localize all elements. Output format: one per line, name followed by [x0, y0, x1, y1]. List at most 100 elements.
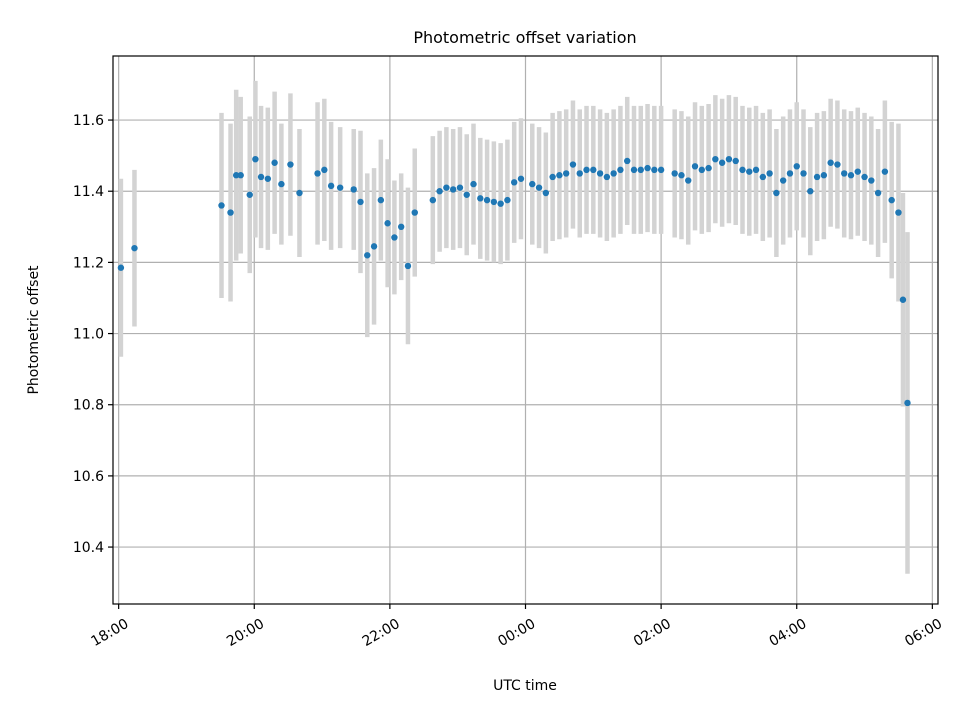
- data-point: [651, 166, 658, 174]
- data-point: [504, 196, 511, 204]
- y-tick-label: 10.4: [73, 540, 104, 556]
- data-point: [590, 166, 597, 174]
- data-point: [321, 166, 328, 174]
- data-point: [497, 200, 504, 207]
- data-point: [429, 196, 437, 204]
- x-tick-label: 04:00: [767, 616, 810, 650]
- y-tick-label: 11.0: [73, 327, 104, 343]
- x-axis-label: UTC time: [493, 678, 557, 694]
- data-point: [712, 155, 719, 163]
- data-point: [517, 175, 525, 182]
- y-tick-label: 10.8: [73, 398, 104, 414]
- data-point: [264, 175, 272, 182]
- data-point: [336, 184, 344, 191]
- data-point: [718, 159, 726, 166]
- data-point: [257, 173, 265, 181]
- data-point: [840, 170, 848, 177]
- data-point: [874, 189, 882, 197]
- data-point: [287, 161, 294, 168]
- data-point: [237, 172, 244, 179]
- data-point: [759, 173, 767, 181]
- data-point: [698, 166, 706, 174]
- x-tick-label: 20:00: [224, 616, 267, 650]
- errorbar-layer: [118, 80, 910, 574]
- data-point: [895, 209, 902, 216]
- x-tick-label: 02:00: [631, 616, 674, 650]
- data-point: [904, 399, 911, 407]
- data-point: [404, 262, 412, 270]
- data-point: [827, 159, 834, 166]
- y-tick-label: 11.4: [73, 184, 104, 200]
- data-point: [470, 180, 477, 188]
- data-point: [411, 209, 418, 216]
- data-point: [834, 161, 841, 168]
- data-point: [278, 180, 285, 188]
- data-point: [854, 168, 861, 175]
- data-point: [246, 191, 253, 198]
- x-tick-label: 22:00: [360, 616, 403, 650]
- x-tick-label: 00:00: [495, 616, 538, 650]
- x-tick-label: 06:00: [902, 616, 945, 650]
- data-point: [542, 189, 550, 197]
- data-point: [630, 166, 638, 174]
- data-point: [899, 296, 907, 303]
- data-point: [535, 184, 543, 191]
- y-axis-label: Photometric offset: [26, 265, 42, 395]
- data-point: [820, 172, 828, 179]
- data-point: [766, 170, 773, 177]
- data-point: [271, 159, 278, 166]
- data-point: [888, 196, 895, 204]
- data-point: [800, 170, 807, 177]
- data-point: [678, 172, 685, 179]
- data-point: [477, 195, 484, 202]
- data-point: [779, 177, 787, 184]
- data-point: [671, 170, 678, 177]
- data-point: [685, 177, 692, 184]
- data-point: [786, 170, 794, 177]
- data-point: [610, 170, 617, 177]
- data-point: [436, 188, 443, 195]
- data-point: [596, 170, 604, 177]
- data-point: [583, 166, 590, 174]
- data-point: [377, 196, 385, 204]
- data-point: [483, 196, 491, 204]
- data-point: [443, 184, 450, 191]
- data-point: [529, 180, 536, 188]
- data-point: [131, 244, 138, 252]
- data-point: [657, 166, 665, 174]
- data-point: [556, 172, 563, 179]
- data-point: [624, 157, 631, 165]
- data-point: [350, 186, 357, 193]
- data-point: [549, 173, 556, 181]
- chart-title: Photometric offset variation: [413, 28, 636, 47]
- data-point: [807, 188, 814, 195]
- data-point: [252, 155, 259, 163]
- y-tick-label: 10.6: [73, 469, 104, 485]
- data-point: [296, 189, 303, 197]
- data-point: [861, 173, 868, 181]
- data-point: [490, 198, 498, 206]
- data-point: [725, 155, 733, 163]
- y-tick-label: 11.6: [73, 113, 104, 129]
- x-tick-label: 18:00: [88, 616, 131, 650]
- data-point: [227, 209, 234, 216]
- data-point: [370, 243, 378, 250]
- data-point: [603, 173, 611, 181]
- data-point: [644, 164, 651, 172]
- data-point: [739, 166, 746, 174]
- data-point: [617, 166, 624, 174]
- data-point: [847, 172, 855, 179]
- data-point: [397, 223, 405, 231]
- data-point: [773, 189, 780, 197]
- data-point: [752, 166, 760, 174]
- data-point: [314, 170, 321, 177]
- data-point: [576, 170, 583, 177]
- data-point: [732, 157, 739, 165]
- data-point: [327, 182, 335, 190]
- data-point: [364, 252, 371, 259]
- data-point: [232, 172, 240, 179]
- data-point: [793, 163, 800, 170]
- data-point: [384, 220, 391, 227]
